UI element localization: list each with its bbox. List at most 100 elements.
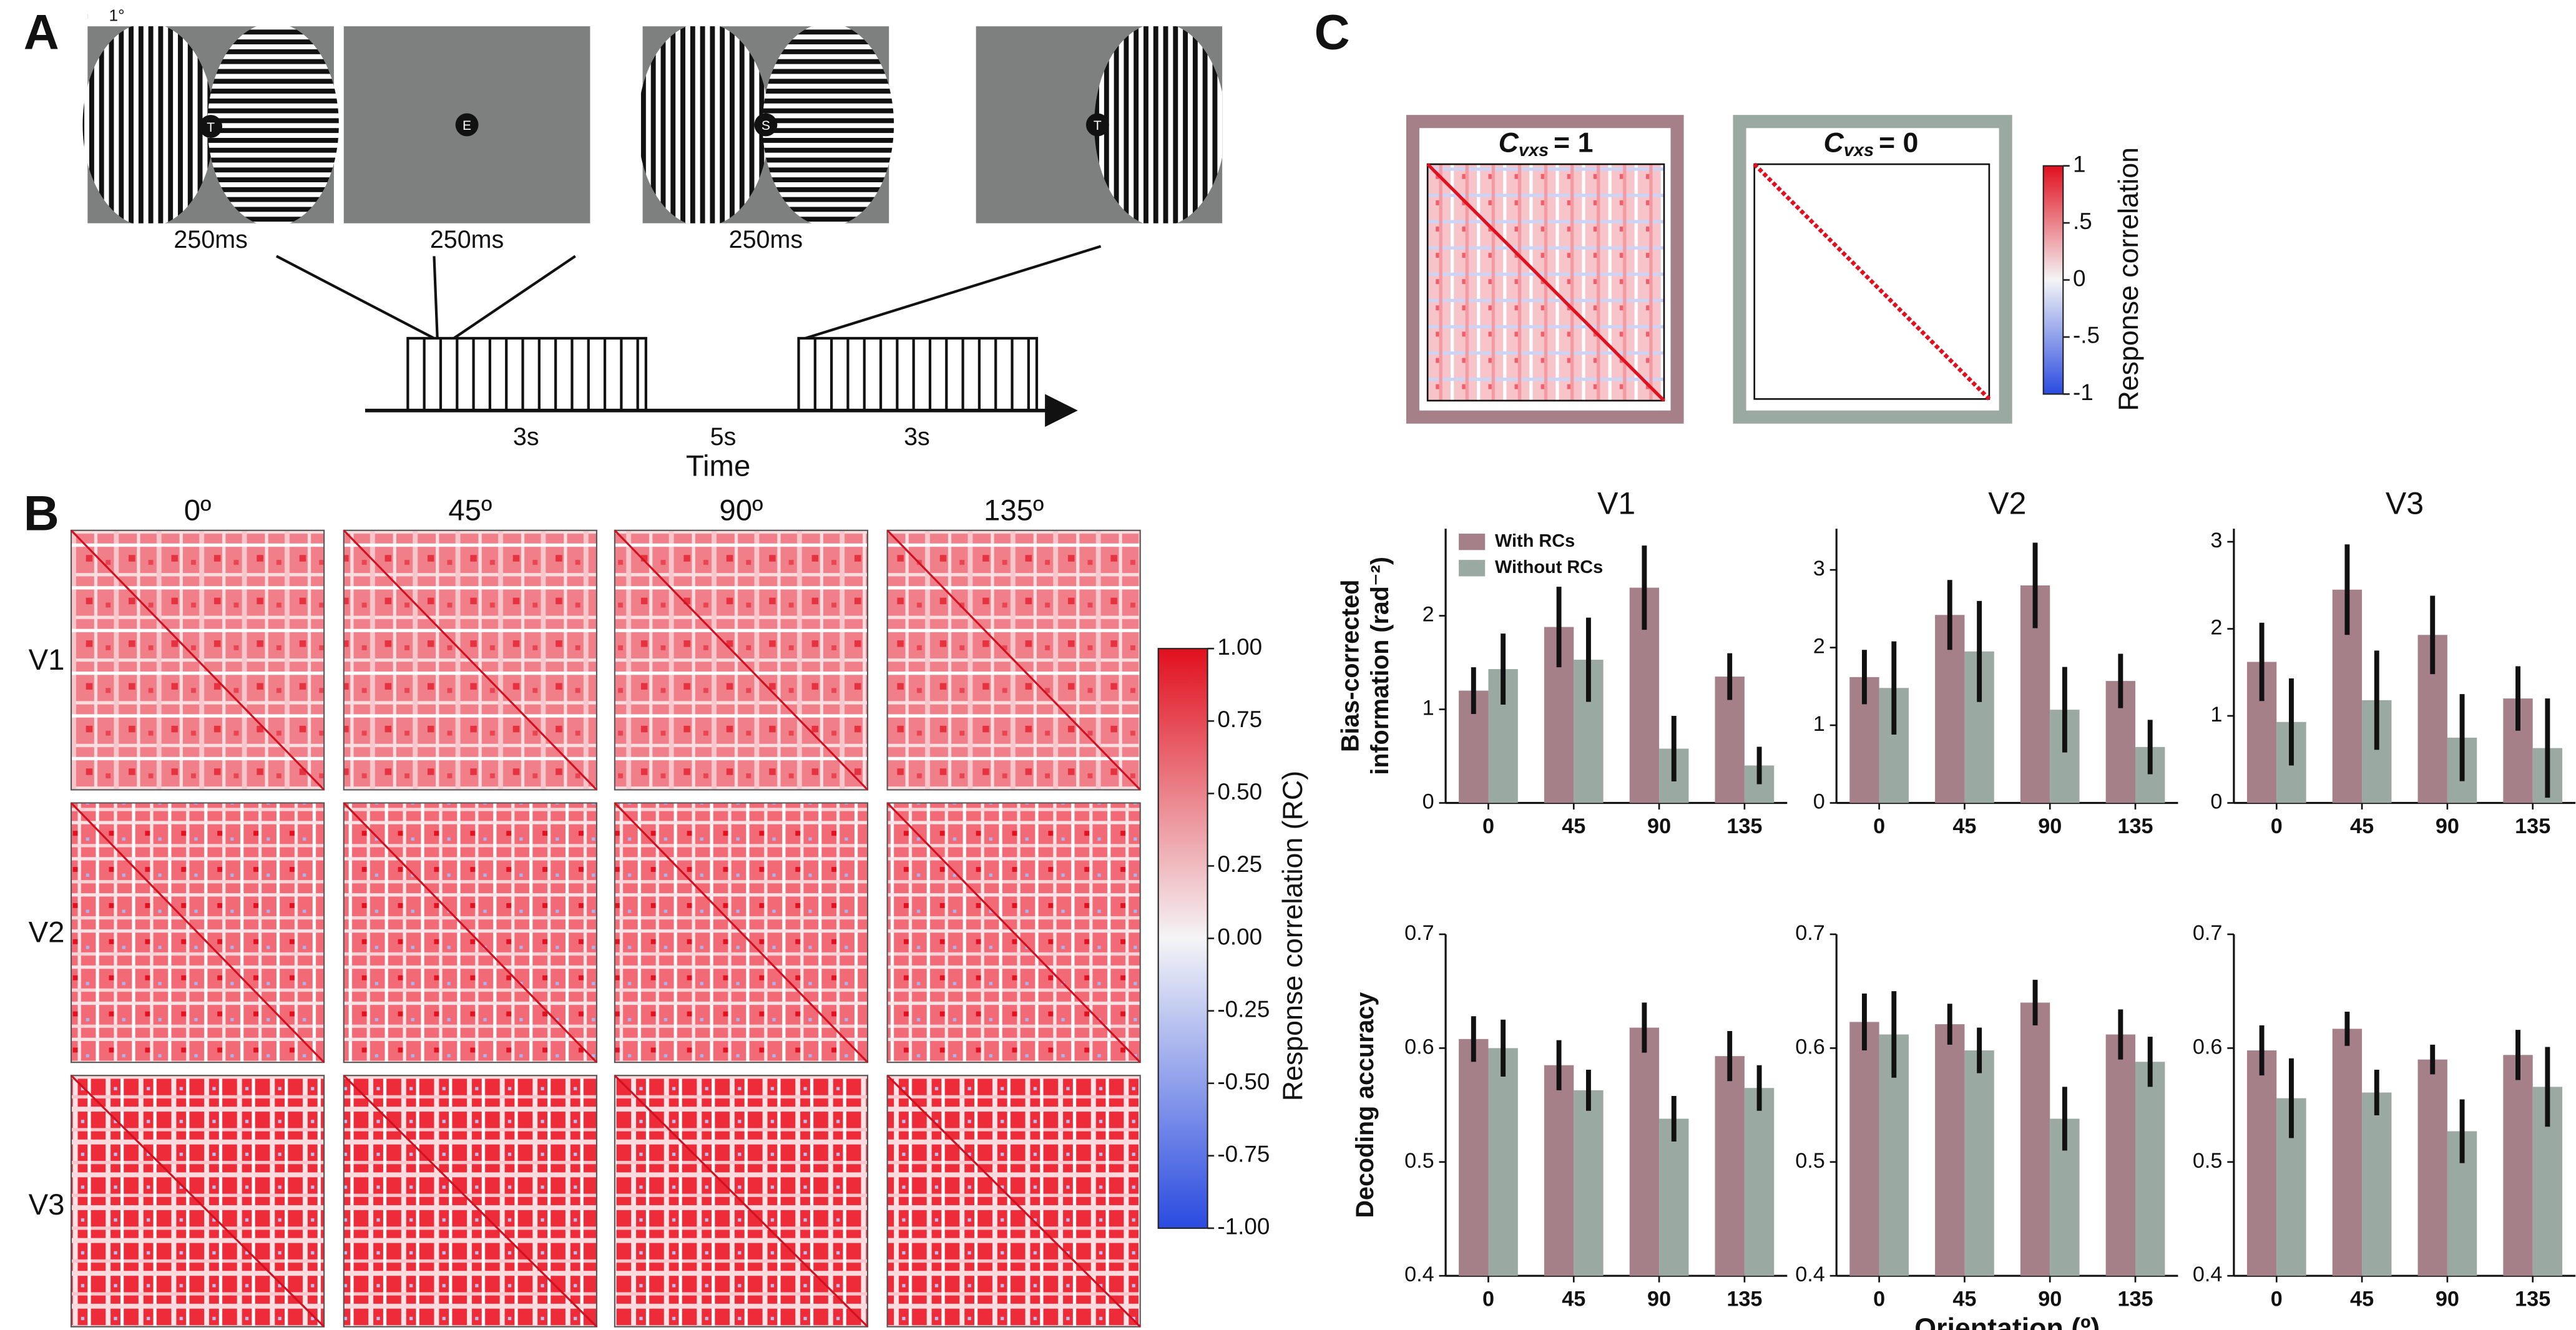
row-label: V1 xyxy=(29,643,65,677)
heatmap-diagonal xyxy=(70,529,325,791)
x-tick-label: 0 xyxy=(2271,814,2283,838)
colorbar-tick-label: 0.75 xyxy=(1217,707,1262,732)
x-tick-label: 135 xyxy=(1726,1288,1762,1311)
subscript: vxs xyxy=(1844,140,1874,160)
bar xyxy=(2246,1050,2277,1276)
x-tick-label: 0 xyxy=(1873,814,1885,838)
y-axis-label: Bias-corrected xyxy=(1337,580,1364,752)
bar xyxy=(2417,1059,2447,1276)
y-tick-label: 1 xyxy=(1423,697,1434,720)
bar xyxy=(1715,1056,1745,1276)
x-tick-label: 135 xyxy=(2515,1288,2550,1311)
colorbar-label: Response correlation xyxy=(2113,147,2144,411)
y-tick-label: 1 xyxy=(1813,712,1825,736)
y-tick-label: 0 xyxy=(2210,790,2222,814)
colorbar-label: Response correlation (RC) xyxy=(1278,771,1308,1101)
y-tick-label: 0.5 xyxy=(1795,1149,1825,1173)
bar xyxy=(1574,1090,1604,1276)
bar xyxy=(1935,1024,1965,1276)
heatmap-diagonal xyxy=(886,802,1141,1064)
heatmap-diagonal xyxy=(614,802,869,1064)
stimulus-frames xyxy=(82,9,1288,240)
y-tick-label: 0.7 xyxy=(1795,921,1825,945)
y-tick-label: 2 xyxy=(1423,603,1434,627)
x-tick-label: 90 xyxy=(2436,814,2459,838)
colorbar-tick-label: 0 xyxy=(2073,265,2085,291)
fixation-label: T xyxy=(207,120,215,135)
x-tick-label: 90 xyxy=(1647,814,1671,838)
legend-label: Without RCs xyxy=(1495,557,1603,577)
matrix-title: Cvxs = 0 xyxy=(1824,127,1919,160)
bar xyxy=(1629,1027,1660,1276)
matrix-title: Cvxs = 1 xyxy=(1499,127,1594,160)
heatmap-diagonal xyxy=(70,1075,325,1328)
y-tick-label: 0 xyxy=(1423,790,1434,814)
x-tick-label: 0 xyxy=(1482,1288,1494,1311)
x-tick-label: 45 xyxy=(2350,814,2374,838)
timeline xyxy=(275,245,1102,428)
symbol: C xyxy=(1499,127,1519,158)
scale-label: 1° xyxy=(109,6,125,24)
subscript: vxs xyxy=(1519,140,1549,160)
chart-title: V3 xyxy=(2386,486,2424,521)
value-text: = 0 xyxy=(1879,127,1918,158)
heatmap-diagonal xyxy=(343,802,598,1064)
y-tick-label: 3 xyxy=(2210,529,2222,552)
x-axis-label: Orientation (º) xyxy=(1914,1313,2100,1330)
y-tick-label: 0.7 xyxy=(1404,921,1434,945)
column-label: 135º xyxy=(984,494,1044,527)
colorbar-tick-label: 1.00 xyxy=(1217,634,1262,660)
bar xyxy=(1488,1048,1518,1276)
bar xyxy=(2105,1034,2136,1276)
colorbar-tick-label: 0.00 xyxy=(1217,924,1262,949)
y-axis-label: information (rad⁻²) xyxy=(1366,557,1394,775)
x-tick-label: 90 xyxy=(2038,1288,2062,1311)
bar xyxy=(2362,1092,2392,1276)
legend-swatch xyxy=(1459,534,1486,550)
x-tick-label: 45 xyxy=(1952,1288,1976,1311)
colorbar-tick-label: -1.00 xyxy=(1217,1214,1270,1240)
heatmap-diagonal xyxy=(614,529,869,791)
duration-label: 250ms xyxy=(174,226,247,253)
y-tick-label: 0.6 xyxy=(2193,1035,2223,1059)
y-tick-label: 0.5 xyxy=(1404,1149,1434,1173)
colorbar-tick-label: 0.50 xyxy=(1217,779,1262,804)
bar xyxy=(1459,1039,1489,1276)
x-tick-label: 0 xyxy=(1873,1288,1885,1311)
x-tick-label: 135 xyxy=(2515,814,2550,838)
x-tick-label: 45 xyxy=(1562,1288,1585,1311)
fixation-label: T xyxy=(1094,119,1102,133)
bar xyxy=(1544,1065,1574,1276)
x-tick-label: 135 xyxy=(2118,814,2153,838)
y-tick-label: 0.6 xyxy=(1795,1035,1825,1059)
value-text: = 1 xyxy=(1554,127,1593,158)
matrix-diagonal xyxy=(1426,163,1665,402)
y-tick-label: 2 xyxy=(1813,635,1825,658)
x-tick-label: 90 xyxy=(1647,1288,1671,1311)
time-axis-label: Time xyxy=(686,449,750,482)
y-tick-label: 0 xyxy=(1813,790,1825,814)
legend-label: With RCs xyxy=(1495,531,1575,551)
x-tick-label: 45 xyxy=(2350,1288,2374,1311)
bar xyxy=(2332,1029,2363,1276)
column-label: 0º xyxy=(184,494,212,527)
y-axis-label: Decoding accuracy xyxy=(1351,992,1379,1218)
heatmap-diagonal xyxy=(886,1075,1141,1328)
heatmap-diagonal xyxy=(70,802,325,1064)
bar xyxy=(2135,1062,2165,1276)
heatmap-diagonal xyxy=(343,1075,598,1328)
x-tick-label: 90 xyxy=(2038,814,2062,838)
panel-letter: C xyxy=(1315,5,1350,60)
x-tick-label: 90 xyxy=(2436,1288,2459,1311)
chart-title: V1 xyxy=(1597,486,1635,521)
duration-label: 250ms xyxy=(729,226,803,253)
y-tick-label: 1 xyxy=(2210,703,2222,726)
colorbar xyxy=(1157,648,1208,1229)
x-tick-label: 135 xyxy=(2118,1288,2153,1311)
column-label: 45º xyxy=(448,494,492,527)
y-tick-label: 3 xyxy=(1813,557,1825,580)
timeline-label: 3s xyxy=(513,423,539,451)
column-label: 90º xyxy=(719,494,763,527)
legend-swatch xyxy=(1459,560,1486,577)
colorbar xyxy=(2042,165,2064,395)
